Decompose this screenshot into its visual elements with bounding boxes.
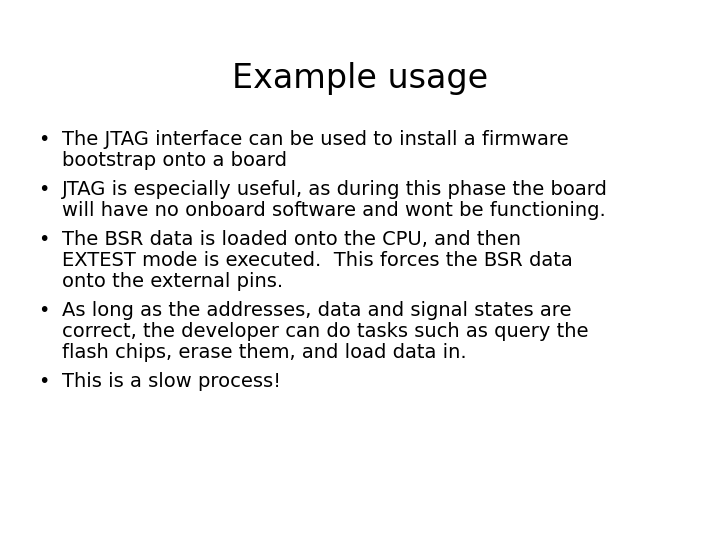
Text: EXTEST mode is executed.  This forces the BSR data: EXTEST mode is executed. This forces the… (62, 251, 572, 270)
Text: will have no onboard software and wont be functioning.: will have no onboard software and wont b… (62, 201, 606, 220)
Text: •: • (38, 180, 50, 199)
Text: correct, the developer can do tasks such as query the: correct, the developer can do tasks such… (62, 322, 588, 341)
Text: As long as the addresses, data and signal states are: As long as the addresses, data and signa… (62, 301, 572, 320)
Text: The JTAG interface can be used to install a firmware: The JTAG interface can be used to instal… (62, 130, 569, 149)
Text: •: • (38, 130, 50, 149)
Text: flash chips, erase them, and load data in.: flash chips, erase them, and load data i… (62, 343, 467, 362)
Text: •: • (38, 230, 50, 249)
Text: onto the external pins.: onto the external pins. (62, 272, 283, 291)
Text: The BSR data is loaded onto the CPU, and then: The BSR data is loaded onto the CPU, and… (62, 230, 521, 249)
Text: •: • (38, 372, 50, 391)
Text: This is a slow process!: This is a slow process! (62, 372, 281, 391)
Text: Example usage: Example usage (232, 62, 488, 95)
Text: JTAG is especially useful, as during this phase the board: JTAG is especially useful, as during thi… (62, 180, 608, 199)
Text: bootstrap onto a board: bootstrap onto a board (62, 151, 287, 170)
Text: •: • (38, 301, 50, 320)
